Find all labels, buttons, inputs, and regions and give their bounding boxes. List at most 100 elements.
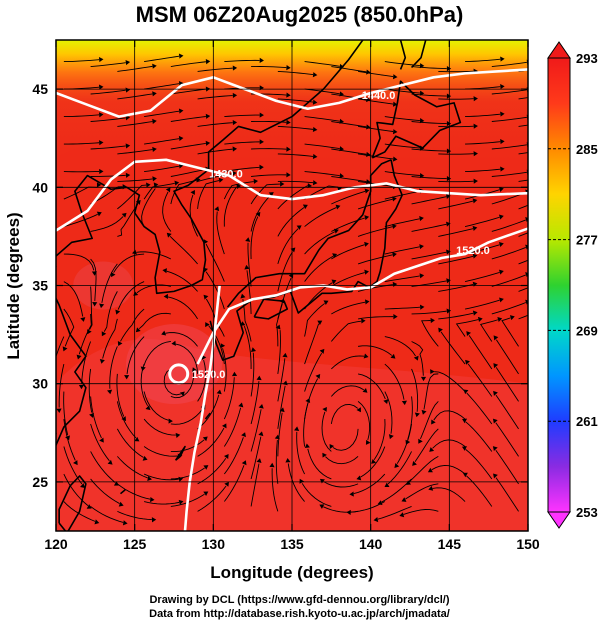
streamline	[304, 303, 325, 337]
streamline	[143, 391, 169, 421]
streamline	[250, 216, 259, 259]
contour-label: 1430.0	[209, 169, 243, 181]
streamline-arrow	[498, 186, 504, 192]
streamline	[421, 320, 439, 347]
streamline-arrow	[473, 123, 478, 129]
streamline	[331, 355, 365, 370]
streamline	[331, 244, 365, 260]
streamline-arrow	[253, 178, 259, 184]
streamline-arrow	[98, 57, 104, 63]
y-tick-label: 40	[32, 179, 48, 195]
streamline	[251, 120, 287, 123]
streamline	[304, 171, 340, 177]
streamline	[63, 473, 89, 506]
streamline	[81, 341, 92, 384]
streamline	[357, 373, 386, 400]
streamline-arrow	[364, 241, 369, 247]
streamline-arrow	[499, 297, 504, 303]
streamline	[224, 166, 260, 173]
colorbar: 253 261 269 277 285 293	[547, 41, 598, 529]
streamline-arrow	[472, 198, 478, 204]
streamline	[331, 217, 365, 232]
streamline	[466, 475, 493, 507]
streamline	[411, 148, 447, 152]
streamline-arrow	[145, 405, 151, 411]
streamline	[331, 148, 367, 155]
streamline-arrow	[390, 353, 396, 359]
streamline	[277, 98, 314, 103]
streamline-arrow	[493, 363, 499, 369]
streamline-arrow	[96, 211, 102, 217]
streamline	[323, 481, 359, 488]
coastline-segment	[371, 80, 462, 159]
streamline-arrow	[319, 504, 325, 509]
streamline	[518, 179, 528, 182]
streamline	[117, 184, 147, 210]
streamline	[189, 194, 199, 237]
streamline	[518, 152, 528, 155]
streamline-arrow	[203, 267, 208, 273]
streamline-arrow	[384, 482, 390, 488]
streamline-arrow	[363, 353, 369, 359]
streamline	[411, 310, 447, 315]
streamline-arrow	[438, 327, 443, 333]
streamline	[197, 95, 233, 100]
streamline-arrow	[268, 192, 274, 197]
streamline-arrow	[125, 172, 131, 178]
streamline	[197, 359, 207, 402]
streamline	[491, 89, 527, 95]
streamline-arrow	[125, 115, 131, 121]
streamline	[277, 358, 286, 402]
streamline	[63, 253, 95, 271]
streamline-arrow	[135, 199, 141, 205]
streamline-arrow	[401, 497, 407, 502]
streamline	[166, 270, 198, 292]
streamline	[143, 418, 176, 436]
streamline-arrow	[414, 412, 420, 418]
streamline	[63, 142, 100, 145]
streamline	[465, 168, 501, 173]
streamline	[501, 317, 519, 347]
streamline	[358, 316, 394, 320]
streamline-arrow	[323, 300, 329, 305]
streamline	[432, 487, 466, 502]
chart-title: MSM 06Z20Aug2025 (850.0hPa)	[135, 2, 464, 27]
streamline-arrow	[121, 416, 126, 422]
streamline	[223, 437, 244, 475]
streamline	[144, 501, 180, 505]
streamline	[243, 326, 252, 369]
streamline	[250, 436, 262, 480]
streamline-arrow	[99, 168, 104, 175]
streamline	[246, 270, 252, 314]
streamline-arrow	[346, 509, 351, 515]
streamline	[465, 449, 493, 480]
streamline-arrow	[255, 211, 261, 217]
x-tick-label: 130	[202, 536, 226, 552]
streamline	[247, 242, 252, 287]
streamline	[117, 281, 145, 310]
streamline-arrow	[286, 65, 291, 71]
streamline	[277, 412, 283, 457]
streamline	[90, 62, 126, 67]
streamline	[358, 98, 394, 105]
streamline	[331, 176, 367, 182]
streamline-arrow	[383, 399, 389, 405]
streamline	[223, 465, 245, 502]
streamline	[126, 336, 145, 374]
streamline-arrow	[113, 481, 119, 486]
x-axis-label: Longitude (degrees)	[210, 563, 373, 582]
streamline-arrow	[73, 460, 78, 466]
streamline-arrow	[401, 400, 407, 406]
streamline-arrow	[162, 268, 167, 274]
streamline-arrow	[429, 447, 435, 452]
streamline	[170, 372, 195, 399]
streamline	[495, 339, 519, 375]
streamline	[170, 439, 205, 452]
streamline-arrow	[497, 317, 503, 323]
streamline	[423, 373, 439, 410]
streamline	[197, 122, 233, 127]
streamline-arrow	[232, 170, 237, 176]
streamline-arrow	[256, 375, 262, 381]
streamline	[495, 477, 519, 512]
streamline	[144, 83, 180, 90]
